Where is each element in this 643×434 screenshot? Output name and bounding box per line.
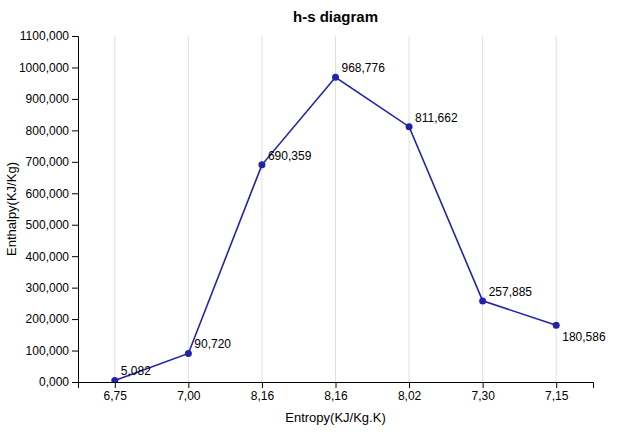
tick: 7,15 [545, 382, 569, 403]
tick-label: 8,02 [398, 389, 422, 403]
grid [115, 36, 556, 382]
tick: 600,000 [26, 187, 78, 201]
tick-label: 1100,000 [20, 29, 69, 43]
tick: 700,000 [26, 155, 78, 169]
point [332, 74, 339, 81]
tick: 400,000 [26, 250, 78, 264]
tick: 900,000 [26, 92, 78, 106]
axis-line [79, 383, 594, 389]
grid-line [188, 36, 189, 382]
tick-label: 8,16 [324, 389, 348, 403]
tick-label: 600,000 [26, 187, 70, 201]
tick-label: 7,00 [177, 389, 201, 403]
tick-label: 7,15 [545, 389, 569, 403]
data-label: 968,776 [342, 61, 386, 75]
tick-label: 0,000 [39, 375, 69, 389]
tick-label: 200,000 [26, 312, 70, 326]
line [115, 77, 556, 380]
tick: 6,75 [104, 382, 128, 403]
data-label: 90,720 [194, 337, 231, 351]
grid-line [335, 36, 336, 382]
tick-mark [188, 382, 189, 388]
axis-line [72, 37, 79, 383]
tick-mark [262, 382, 263, 388]
tick: 100,000 [26, 344, 78, 358]
point [479, 297, 486, 304]
tick: 8,16 [324, 382, 348, 403]
tick-mark [409, 382, 410, 388]
tick-label: 6,75 [104, 389, 128, 403]
tick-mark [115, 382, 116, 388]
tick-mark [72, 319, 78, 320]
tick-label: 500,000 [26, 218, 70, 232]
tick-label: 700,000 [26, 155, 70, 169]
grid-line [409, 36, 410, 382]
tick-label: 8,16 [251, 389, 275, 403]
grid-line [261, 36, 262, 382]
tick-mark [72, 130, 78, 131]
tick: 7,00 [177, 382, 201, 403]
tick: 7,30 [471, 382, 495, 403]
tick-mark [72, 193, 78, 194]
tick: 1000,000 [19, 61, 78, 75]
y-axis-title: Enthalpy(KJ/Kg) [4, 162, 19, 256]
tick-label: 400,000 [26, 250, 70, 264]
grid-line [482, 36, 483, 382]
plot-area: 6,75 7,00 8,16 8,16 8,02 7,30 7,15 0,000 100,000… [19, 29, 606, 402]
point [553, 322, 560, 329]
tick-mark [72, 225, 78, 226]
tick-mark [72, 36, 78, 37]
tick-label: 900,000 [26, 92, 70, 106]
tick-mark [72, 351, 78, 352]
series [111, 74, 559, 382]
tick: 1100,000 [20, 29, 78, 43]
data-label: 180,586 [562, 330, 606, 344]
data-label: 690,359 [268, 149, 312, 163]
data-label: 5,082 [121, 364, 151, 378]
tick-label: 1000,000 [19, 61, 69, 75]
y-axis: 0,000 100,000 200,000 300,000 400,000 500,000… [19, 29, 79, 389]
tick-mark [483, 382, 484, 388]
tick: 500,000 [26, 218, 78, 232]
point [111, 377, 118, 382]
tick-mark [72, 288, 78, 289]
tick-label: 100,000 [26, 344, 70, 358]
tick-mark [336, 382, 337, 388]
tick-mark [556, 382, 557, 388]
tick: 300,000 [26, 281, 78, 295]
tick-mark [72, 162, 78, 163]
tick: 8,16 [251, 382, 275, 403]
chart: 6,75 7,00 8,16 8,16 8,02 7,30 7,15 0,000 100,000… [0, 0, 643, 434]
x-axis: 6,75 7,00 8,16 8,16 8,02 7,30 7,15 [79, 382, 594, 403]
point [258, 161, 265, 168]
point [406, 123, 413, 130]
tick: 0,000 [39, 375, 78, 389]
grid-line [556, 36, 557, 382]
data-label: 811,662 [415, 111, 458, 125]
grid-line [114, 36, 115, 382]
tick-label: 7,30 [471, 389, 495, 403]
tick: 200,000 [26, 312, 78, 326]
tick-label: 300,000 [26, 281, 70, 295]
point [185, 350, 192, 357]
tick-label: 800,000 [26, 124, 70, 138]
x-axis-title: Entropy(KJ/Kg.K) [285, 410, 385, 425]
tick-mark [72, 67, 78, 68]
tick: 800,000 [26, 124, 78, 138]
tick-mark [72, 256, 78, 257]
tick-mark [72, 382, 78, 383]
data-label: 257,885 [489, 285, 533, 299]
tick: 8,02 [398, 382, 422, 403]
data-labels: 5,082 90,720 690,359 968,776 811,662 257,885 1… [121, 61, 606, 378]
tick-mark [72, 99, 78, 100]
title: h-s diagram [293, 8, 378, 25]
